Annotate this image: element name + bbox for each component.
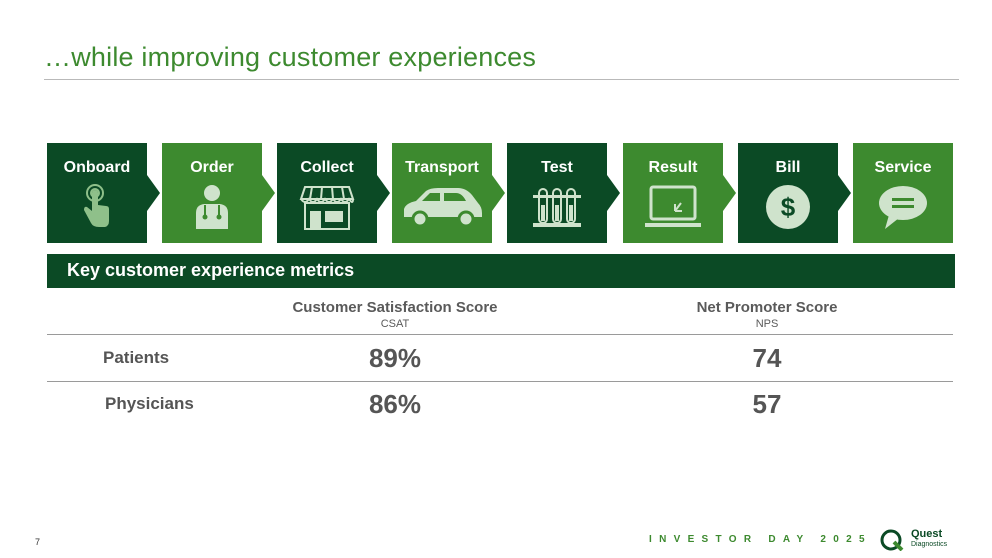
step-label: Service (874, 159, 932, 176)
step-transport: Transport (392, 143, 505, 243)
step-test: Test (507, 143, 620, 243)
step-arrow (607, 175, 620, 211)
logo-brand: Quest (911, 528, 943, 540)
nps-patients-value: 74 (752, 343, 782, 373)
page-number: 7 (35, 537, 41, 547)
column-header-csat: Customer Satisfaction Score CSAT (265, 299, 525, 330)
step-arrow (262, 175, 275, 211)
metrics-header-bar: Key customer experience metrics (47, 254, 955, 288)
car-icon (404, 188, 482, 228)
test-tubes-icon (533, 188, 581, 227)
csat-physicians-value: 86% (368, 389, 422, 419)
step-order: Order (162, 143, 275, 243)
step-arrow (838, 175, 851, 211)
nps-physicians-value: 57 (752, 389, 782, 419)
csat-patients-value: 89% (368, 343, 422, 373)
quest-logo-icon (880, 529, 904, 551)
page-title: …while improving customer experiences (44, 42, 537, 72)
touch-icon (84, 184, 109, 227)
row-label-patients: Patients (103, 348, 170, 367)
step-arrow (147, 175, 160, 211)
column-title: Net Promoter Score (696, 299, 838, 316)
step-label: Collect (300, 159, 354, 176)
title-divider (44, 79, 959, 80)
step-service: Service (853, 143, 953, 243)
laptop-icon (645, 185, 701, 227)
quest-logo: Quest Diagnostics (880, 527, 962, 553)
step-label: Test (541, 159, 573, 176)
step-label: Onboard (63, 159, 131, 176)
logo-brand-sub: Diagnostics (911, 541, 948, 548)
column-title: Customer Satisfaction Score (292, 299, 498, 316)
doctor-icon (196, 185, 228, 229)
svg-text:$: $ (781, 192, 796, 222)
row-label-physicians: Physicians (105, 394, 194, 413)
step-collect: Collect (277, 143, 390, 243)
step-label: Bill (775, 159, 801, 176)
column-abbr: CSAT (380, 318, 410, 330)
step-bill: Bill $ (738, 143, 851, 243)
step-onboard: Onboard (47, 143, 160, 243)
column-header-nps: Net Promoter Score NPS (637, 299, 897, 330)
storefront-icon (299, 186, 355, 230)
event-footer: INVESTOR DAY 2025 (649, 534, 872, 545)
column-abbr: NPS (755, 318, 779, 330)
chat-bubble-icon (879, 186, 927, 229)
table-divider (47, 334, 953, 335)
step-arrow (377, 175, 390, 211)
step-label: Order (190, 159, 234, 176)
step-arrow (723, 175, 736, 211)
dollar-icon: $ (766, 185, 810, 229)
table-divider (47, 381, 953, 382)
step-result: Result (623, 143, 736, 243)
step-label: Result (648, 159, 698, 176)
metrics-header: Key customer experience metrics (67, 260, 355, 280)
step-label: Transport (405, 159, 479, 176)
process-flow: Onboard Order Collect Transport (47, 143, 955, 243)
step-arrow (492, 175, 505, 211)
